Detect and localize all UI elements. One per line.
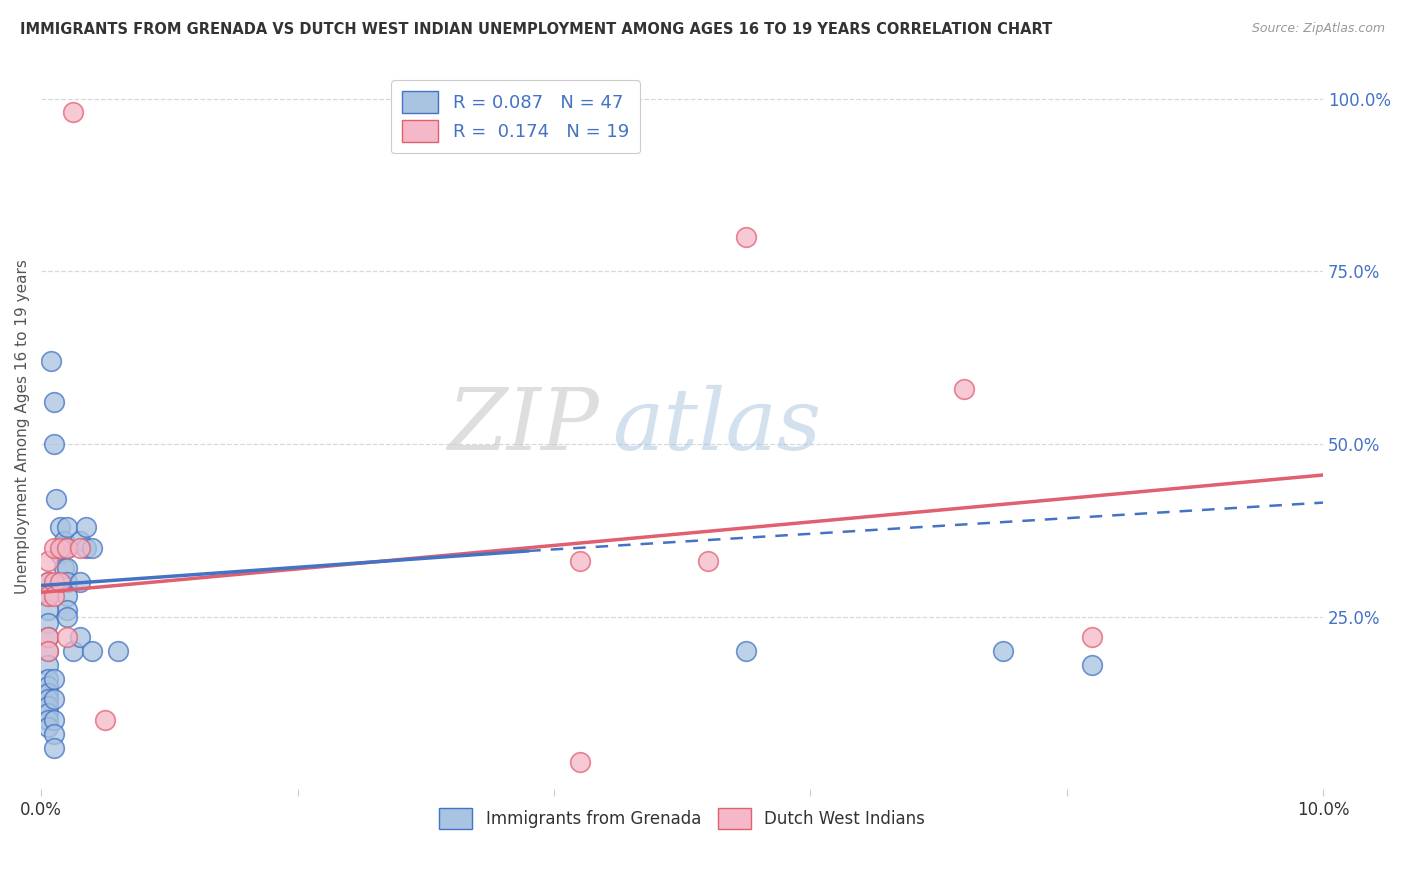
Point <box>37 679 59 693</box>
Point <box>42 740 65 755</box>
Point <box>735 644 758 658</box>
Point <box>69 541 91 555</box>
Point <box>37 575 59 590</box>
Point <box>953 382 976 396</box>
Point <box>107 644 129 658</box>
Point <box>55 609 77 624</box>
Point <box>75 520 97 534</box>
Point <box>55 541 77 555</box>
Point <box>82 644 104 658</box>
Point <box>1081 657 1104 672</box>
Point <box>37 657 59 672</box>
Point <box>37 644 59 658</box>
Point <box>42 727 65 741</box>
Point <box>62 644 84 658</box>
Point <box>735 229 758 244</box>
Point <box>37 575 59 590</box>
Point <box>1081 630 1104 644</box>
Point <box>55 541 77 555</box>
Point <box>37 699 59 714</box>
Point <box>42 437 65 451</box>
Text: ZIP: ZIP <box>447 385 599 468</box>
Point <box>53 533 76 548</box>
Point <box>37 692 59 706</box>
Point <box>37 644 59 658</box>
Point <box>75 541 97 555</box>
Point <box>53 561 76 575</box>
Point <box>55 561 77 575</box>
Point <box>49 520 72 534</box>
Text: Source: ZipAtlas.com: Source: ZipAtlas.com <box>1251 22 1385 36</box>
Point <box>42 589 65 603</box>
Point <box>49 548 72 562</box>
Point <box>94 713 117 727</box>
Point <box>55 602 77 616</box>
Point <box>82 541 104 555</box>
Point <box>37 589 59 603</box>
Point <box>55 575 77 590</box>
Point <box>696 554 718 568</box>
Point <box>69 575 91 590</box>
Point <box>37 672 59 686</box>
Point <box>42 575 65 590</box>
Point <box>37 630 59 644</box>
Point <box>37 589 59 603</box>
Point <box>42 395 65 409</box>
Text: atlas: atlas <box>612 385 821 468</box>
Point <box>41 354 63 368</box>
Point <box>62 105 84 120</box>
Point <box>37 685 59 699</box>
Point <box>37 630 59 644</box>
Point <box>37 554 59 568</box>
Point <box>37 602 59 616</box>
Point <box>55 520 77 534</box>
Text: IMMIGRANTS FROM GRENADA VS DUTCH WEST INDIAN UNEMPLOYMENT AMONG AGES 16 TO 19 YE: IMMIGRANTS FROM GRENADA VS DUTCH WEST IN… <box>20 22 1052 37</box>
Point <box>37 706 59 721</box>
Point <box>568 554 591 568</box>
Legend: Immigrants from Grenada, Dutch West Indians: Immigrants from Grenada, Dutch West Indi… <box>432 802 932 835</box>
Point <box>69 533 91 548</box>
Point <box>49 541 72 555</box>
Y-axis label: Unemployment Among Ages 16 to 19 years: Unemployment Among Ages 16 to 19 years <box>15 260 30 594</box>
Point <box>37 720 59 734</box>
Point <box>42 692 65 706</box>
Point <box>55 630 77 644</box>
Point <box>55 589 77 603</box>
Point <box>42 713 65 727</box>
Point <box>69 630 91 644</box>
Point <box>37 616 59 631</box>
Point <box>991 644 1014 658</box>
Point <box>37 713 59 727</box>
Point <box>45 492 67 507</box>
Point <box>568 755 591 769</box>
Point <box>42 541 65 555</box>
Point <box>49 575 72 590</box>
Point <box>42 672 65 686</box>
